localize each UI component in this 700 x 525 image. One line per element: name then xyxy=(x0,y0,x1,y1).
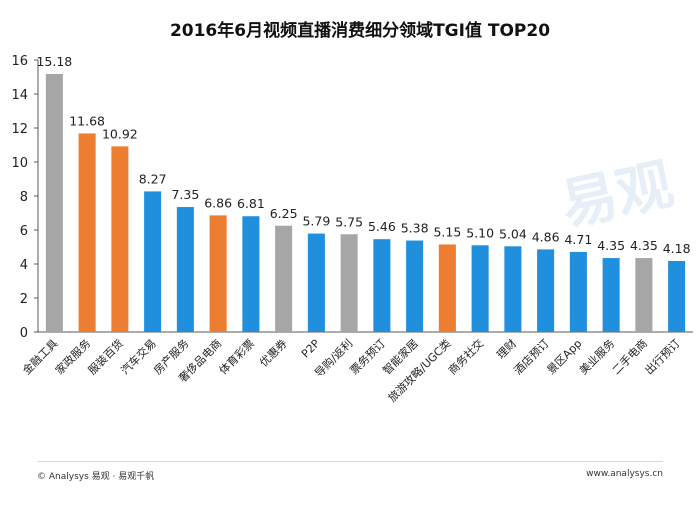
bars xyxy=(45,73,686,332)
y-tick-label: 12 xyxy=(11,122,28,137)
x-tick-label: 美业服务 xyxy=(577,337,617,377)
y-tick-label: 4 xyxy=(20,258,28,273)
bar xyxy=(307,233,325,332)
bar xyxy=(144,191,162,332)
y-tick-label: 6 xyxy=(20,224,28,239)
bar-value-label: 6.86 xyxy=(204,195,232,210)
bar xyxy=(668,260,686,332)
bar xyxy=(242,216,260,332)
bar-value-label: 10.92 xyxy=(102,126,138,141)
bar-value-label: 5.79 xyxy=(302,214,330,229)
bar-value-label: 6.25 xyxy=(270,206,298,221)
bar-value-label: 4.35 xyxy=(630,238,658,253)
bar xyxy=(504,246,522,332)
bar-value-label: 5.75 xyxy=(335,214,363,229)
x-tick-label: 理财 xyxy=(494,336,519,361)
bar xyxy=(406,240,424,332)
bar-value-label: 8.27 xyxy=(139,171,167,186)
bar-value-label: 6.81 xyxy=(237,196,265,211)
x-tick-label: 酒店预订 xyxy=(511,336,552,377)
bar xyxy=(569,251,587,332)
bar-value-label: 5.38 xyxy=(401,221,429,236)
chart-title: 2016年6月视频直播消费细分领域TGI值 TOP20 xyxy=(170,20,550,41)
x-tick-label: 家政服务 xyxy=(52,336,93,377)
bar-value-label: 4.86 xyxy=(532,229,560,244)
y-tick-label: 2 xyxy=(20,292,28,307)
bar-value-label: 5.10 xyxy=(466,225,494,240)
bar xyxy=(537,249,555,332)
y-tick-label: 16 xyxy=(11,54,28,69)
bar xyxy=(176,207,194,332)
bar xyxy=(275,225,293,332)
bar xyxy=(471,245,489,332)
bar-value-label: 5.04 xyxy=(499,226,527,241)
x-tick-label: 二手电商 xyxy=(609,336,650,377)
footer-copyright: © Analysys 易观 · 易观千帆 xyxy=(37,472,155,482)
bar-value-label: 4.18 xyxy=(663,241,691,256)
bar-value-label: 7.35 xyxy=(171,187,199,202)
y-tick-label: 8 xyxy=(20,190,28,205)
x-tick-label: 汽车交易 xyxy=(118,336,159,377)
bar-value-label: 11.68 xyxy=(69,113,105,128)
bar-value-label: 5.46 xyxy=(368,219,396,234)
x-tick-label: 出行预订 xyxy=(642,336,683,377)
bar xyxy=(45,73,63,332)
y-tick-label: 0 xyxy=(20,326,28,341)
x-tick-label: 体育彩票 xyxy=(216,336,257,377)
bar xyxy=(635,258,653,332)
bar-value-label: 4.35 xyxy=(597,238,625,253)
y-tick-label: 14 xyxy=(11,88,28,103)
x-tick-label: 优惠券 xyxy=(257,336,290,369)
bar xyxy=(209,215,227,332)
footer-divider xyxy=(37,461,663,462)
bar xyxy=(602,258,620,332)
bar xyxy=(373,239,391,332)
bar xyxy=(340,234,358,332)
x-tick-label: 金融工具 xyxy=(19,336,60,377)
bar xyxy=(438,244,456,332)
bar xyxy=(111,146,129,332)
y-tick-label: 10 xyxy=(11,156,28,171)
bar xyxy=(78,133,96,332)
x-tick-label: 服装百货 xyxy=(85,336,126,377)
x-tick-label: 商务社交 xyxy=(445,336,486,377)
bar-value-label: 4.71 xyxy=(564,232,592,247)
x-tick-label: 票务预订 xyxy=(348,337,388,377)
bar-value-label: 15.18 xyxy=(36,54,72,69)
bar-value-label: 5.15 xyxy=(433,224,461,239)
x-tick-label: P2P xyxy=(299,337,323,361)
footer-website: www.analysys.cn xyxy=(586,469,663,479)
